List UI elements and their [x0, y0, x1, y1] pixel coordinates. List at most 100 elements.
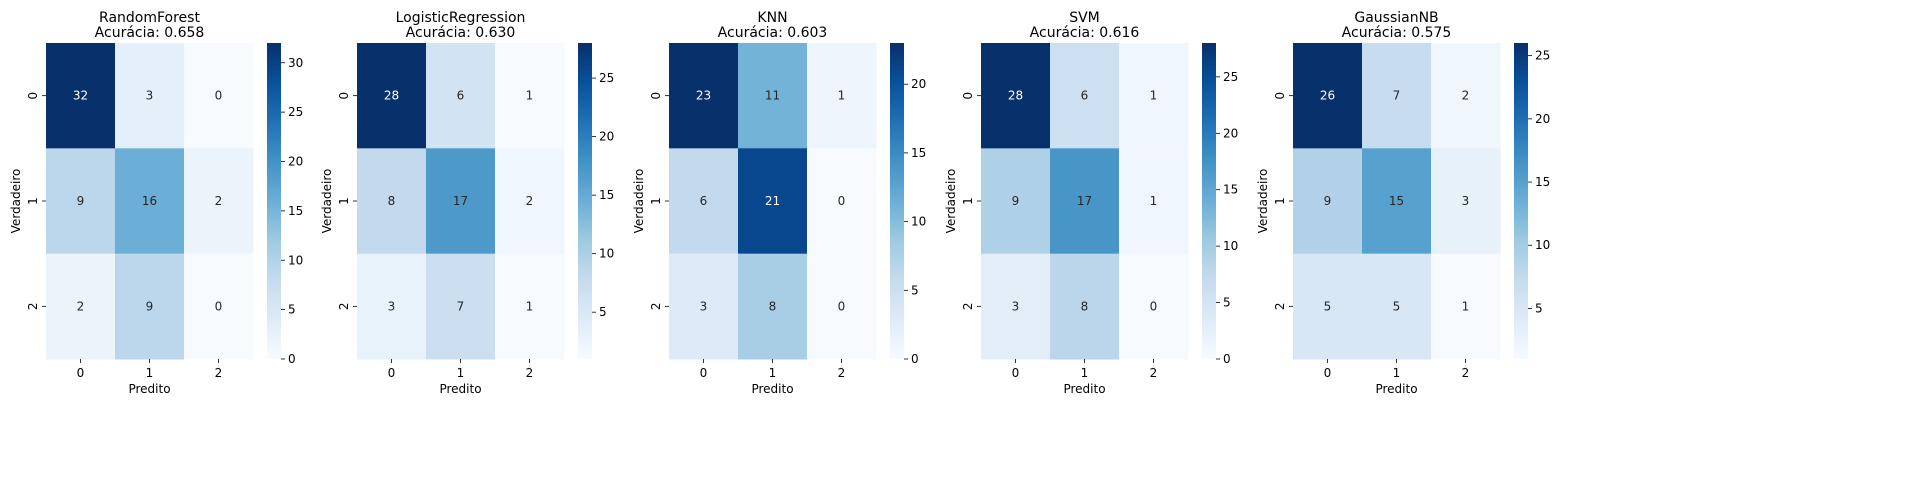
colorbar-tick-label: 25	[599, 71, 614, 85]
x-tick-label: 1	[146, 366, 154, 380]
x-tick-label: 2	[838, 366, 846, 380]
heatmap-cell	[46, 253, 116, 360]
cell-value-label: 0	[1150, 299, 1158, 313]
cell-value-label: 32	[73, 89, 88, 103]
y-tick-label: 1	[26, 197, 40, 205]
cell-value-label: 28	[384, 89, 399, 103]
panel-title: RandomForest	[99, 10, 200, 26]
colorbar	[578, 43, 592, 359]
heatmap-cell	[981, 148, 1051, 255]
heatmap-cell	[495, 148, 565, 255]
heatmap-cell	[1050, 253, 1120, 360]
heatmap-cell	[1050, 148, 1120, 255]
cell-value-label: 1	[838, 89, 846, 103]
y-tick-label: 0	[649, 92, 663, 100]
cell-value-label: 1	[1462, 299, 1470, 313]
heatmap-cell	[426, 253, 496, 360]
heatmap-cell	[495, 253, 565, 360]
cell-value-label: 21	[765, 194, 780, 208]
y-tick-label: 2	[26, 303, 40, 311]
cell-value-label: 2	[215, 194, 223, 208]
y-tick-label: 2	[649, 303, 663, 311]
cell-value-label: 3	[1462, 194, 1470, 208]
cell-value-label: 3	[146, 89, 154, 103]
colorbar-tick-label: 15	[288, 204, 303, 218]
colorbar-tick-label: 25	[1535, 49, 1550, 63]
x-tick-label: 2	[1462, 366, 1470, 380]
cell-value-label: 1	[1150, 194, 1158, 208]
heatmap-cell	[184, 43, 254, 149]
heatmap-cell	[1362, 253, 1432, 360]
y-axis-label: Verdadeiro	[632, 169, 646, 234]
heatmap-cell	[46, 148, 116, 255]
cell-value-label: 1	[1150, 89, 1158, 103]
y-tick-label: 2	[337, 303, 351, 311]
cell-value-label: 9	[1324, 194, 1332, 208]
colorbar	[267, 43, 281, 359]
x-tick-label: 1	[1081, 366, 1089, 380]
y-tick-label: 2	[961, 303, 975, 311]
x-axis-label: Predito	[1063, 382, 1105, 396]
heatmap-cell	[1431, 148, 1501, 255]
x-axis-label: Predito	[439, 382, 481, 396]
colorbar-tick-label: 5	[288, 303, 296, 317]
cell-value-label: 23	[696, 89, 711, 103]
heatmap-cell	[357, 43, 427, 149]
panel-subtitle-accuracy: Acurácia: 0.603	[718, 25, 828, 41]
cell-value-label: 3	[700, 299, 708, 313]
heatmap-cell	[1119, 43, 1189, 149]
y-axis-label: Verdadeiro	[944, 169, 958, 234]
panel-title: SVM	[1069, 10, 1100, 26]
panel-subtitle-accuracy: Acurácia: 0.630	[406, 25, 516, 41]
x-tick-label: 0	[388, 366, 396, 380]
heatmap-cell	[807, 253, 877, 360]
heatmap-cell	[1119, 253, 1189, 360]
colorbar-tick-label: 20	[1223, 126, 1238, 140]
colorbar-tick-label: 15	[911, 146, 926, 160]
cell-value-label: 9	[77, 194, 85, 208]
colorbar-tick-label: 5	[599, 305, 607, 319]
x-tick-label: 2	[1150, 366, 1158, 380]
y-tick-label: 1	[337, 197, 351, 205]
cell-value-label: 7	[1393, 89, 1401, 103]
cell-value-label: 3	[388, 299, 396, 313]
colorbar-tick-label: 20	[599, 130, 614, 144]
cell-value-label: 9	[1012, 194, 1020, 208]
heatmap-cell	[1362, 148, 1432, 255]
colorbar-tick-label: 20	[288, 155, 303, 169]
heatmap-cell	[426, 43, 496, 149]
heatmap-cell	[807, 43, 877, 149]
cell-value-label: 0	[838, 299, 846, 313]
colorbar-tick-label: 0	[288, 352, 296, 366]
y-tick-label: 0	[337, 92, 351, 100]
y-tick-label: 1	[1273, 197, 1287, 205]
panel-subtitle-accuracy: Acurácia: 0.575	[1342, 25, 1452, 41]
cell-value-label: 15	[1389, 194, 1404, 208]
colorbar-tick-label: 30	[288, 56, 303, 70]
colorbar-tick-label: 10	[1223, 239, 1238, 253]
cell-value-label: 8	[1081, 299, 1089, 313]
cell-value-label: 17	[1077, 194, 1092, 208]
cell-value-label: 6	[700, 194, 708, 208]
heatmap-cell	[46, 43, 116, 149]
y-tick-label: 1	[961, 197, 975, 205]
heatmap-cell	[184, 253, 254, 360]
cell-value-label: 16	[142, 194, 157, 208]
heatmap-cell	[738, 253, 808, 360]
cell-value-label: 8	[388, 194, 396, 208]
cell-value-label: 26	[1320, 89, 1335, 103]
heatmap-cell	[426, 148, 496, 255]
panel-title: KNN	[757, 10, 787, 26]
colorbar-tick-label: 25	[288, 105, 303, 119]
heatmap-cell	[807, 148, 877, 255]
colorbar-tick-label: 20	[911, 77, 926, 91]
cell-value-label: 1	[526, 89, 534, 103]
x-tick-label: 0	[1012, 366, 1020, 380]
panel-title: LogisticRegression	[396, 10, 526, 26]
panel-subtitle-accuracy: Acurácia: 0.616	[1030, 25, 1140, 41]
cell-value-label: 2	[526, 194, 534, 208]
